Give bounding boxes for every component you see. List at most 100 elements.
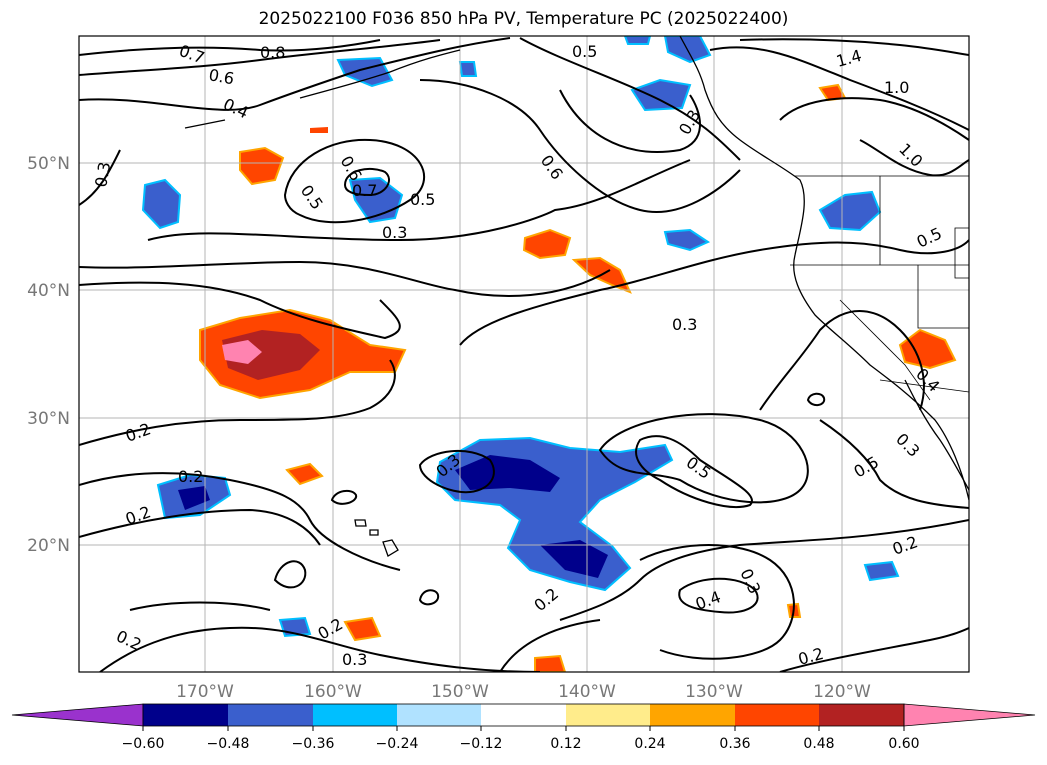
pv-contour (147, 159, 691, 242)
pv-contour (79, 472, 401, 571)
colorbar-tick-label: −0.48 (207, 736, 250, 752)
contour-label: 0.6 (207, 65, 235, 88)
pv-contour (459, 239, 969, 346)
border (879, 379, 969, 393)
cold-anomaly (623, 36, 652, 45)
cold-anomaly (630, 78, 692, 112)
coastlines (184, 36, 969, 501)
pv-contour (419, 79, 741, 213)
pv-contour (343, 167, 390, 197)
pv-contour (859, 139, 969, 177)
pv-contour (739, 38, 969, 56)
colorbar-bin (566, 704, 650, 726)
colorbar-bin (313, 704, 397, 726)
map-frame (78, 35, 970, 673)
warm-anomaly (534, 654, 567, 672)
longitude-labels: 170°W 160°W 150°W 140°W 130°W 120°W (176, 682, 871, 702)
map-title: 2025022100 F036 850 hPa PV, Temperature … (258, 9, 789, 29)
pv-contour (79, 260, 611, 297)
coastline (679, 36, 969, 501)
pv-contour (418, 449, 495, 494)
cold-anomaly-core (540, 540, 608, 578)
contour-label: 0.3 (342, 650, 367, 669)
colorbar-tick-label: 0.12 (550, 736, 581, 752)
contour-label: 0.5 (572, 42, 597, 61)
island (354, 519, 367, 527)
pv-contour (759, 310, 925, 411)
colorbar-bin (228, 704, 313, 726)
lon-label: 150°W (431, 682, 489, 702)
colorbar-bin (819, 704, 904, 726)
warm-anomaly-peak (222, 340, 262, 364)
pv-contour (273, 560, 307, 589)
cold-anomaly-core (455, 455, 560, 492)
warm-anomaly (310, 127, 328, 133)
colorbar-tick-label: −0.24 (376, 736, 419, 752)
cold-anomaly (458, 61, 478, 77)
coastline (299, 49, 461, 99)
island (369, 529, 379, 536)
colorbar-under-arrow (11, 703, 144, 727)
pv-contour (79, 39, 381, 56)
pv-contour (779, 97, 969, 141)
colorbar-tick-label: 0.48 (803, 736, 834, 752)
colorbar-bin (481, 704, 566, 726)
pv-contours (79, 37, 969, 672)
pv-contour (635, 435, 753, 509)
pv-contour (519, 37, 741, 161)
lon-label: 130°W (685, 682, 743, 702)
contour-label: 0.8 (260, 43, 285, 62)
cold-anomaly (141, 178, 182, 230)
pv-contour (283, 138, 426, 224)
pv-contour (678, 577, 759, 614)
pv-contour (129, 601, 271, 611)
border (839, 299, 931, 401)
warm-anomaly (239, 146, 285, 186)
pv-contour (499, 619, 601, 672)
colorbar-tick-label: 0.60 (888, 736, 919, 752)
colorbar-tick-label: −0.36 (292, 736, 335, 752)
colorbar-bin (735, 704, 819, 726)
pv-contour (559, 89, 701, 153)
pv-contour (559, 519, 969, 621)
pv-contour (79, 508, 321, 546)
border (954, 227, 969, 279)
pv-contour (806, 392, 826, 406)
pv-contour (598, 413, 809, 504)
colorbar-bin (143, 704, 228, 726)
warm-anomaly (343, 616, 382, 642)
border (917, 265, 969, 329)
pv-contour (330, 489, 358, 505)
pv-contour (79, 359, 396, 446)
warm-anomaly (522, 228, 572, 260)
pv-contour (99, 626, 541, 672)
pv-contour (79, 39, 441, 76)
colorbar-tick-label: 0.24 (634, 736, 665, 752)
cold-anomaly (863, 560, 900, 582)
pv-contour (779, 627, 969, 672)
colorbar-tick-label: −0.12 (460, 736, 503, 752)
colorbar-bin (650, 704, 735, 726)
cold-anomaly-core (178, 486, 210, 510)
lon-label: 120°W (813, 682, 871, 702)
lat-label: 40°N (27, 281, 70, 301)
colorbar-tick-label: −0.60 (122, 736, 165, 752)
island (382, 539, 399, 557)
pv-contour (418, 589, 440, 606)
hawaii-islands (354, 519, 399, 557)
filled-anomalies (141, 36, 957, 672)
colorbar-bin (397, 704, 481, 726)
contour-label: 0.3 (91, 160, 114, 188)
contour-label: 0.3 (382, 223, 407, 242)
cold-anomaly (663, 228, 711, 252)
lat-label: 30°N (27, 409, 70, 429)
pv-contour (639, 544, 795, 660)
lon-label: 140°W (558, 682, 616, 702)
colorbar-over-arrow (903, 703, 1036, 727)
lat-label: 20°N (27, 536, 70, 556)
coastline (184, 119, 226, 129)
colorbar: −0.60 −0.48 −0.36 −0.24 −0.12 0.12 0.24 … (11, 703, 1036, 752)
colorbar-tick-label: 0.36 (719, 736, 750, 752)
lat-label: 50°N (27, 154, 70, 174)
